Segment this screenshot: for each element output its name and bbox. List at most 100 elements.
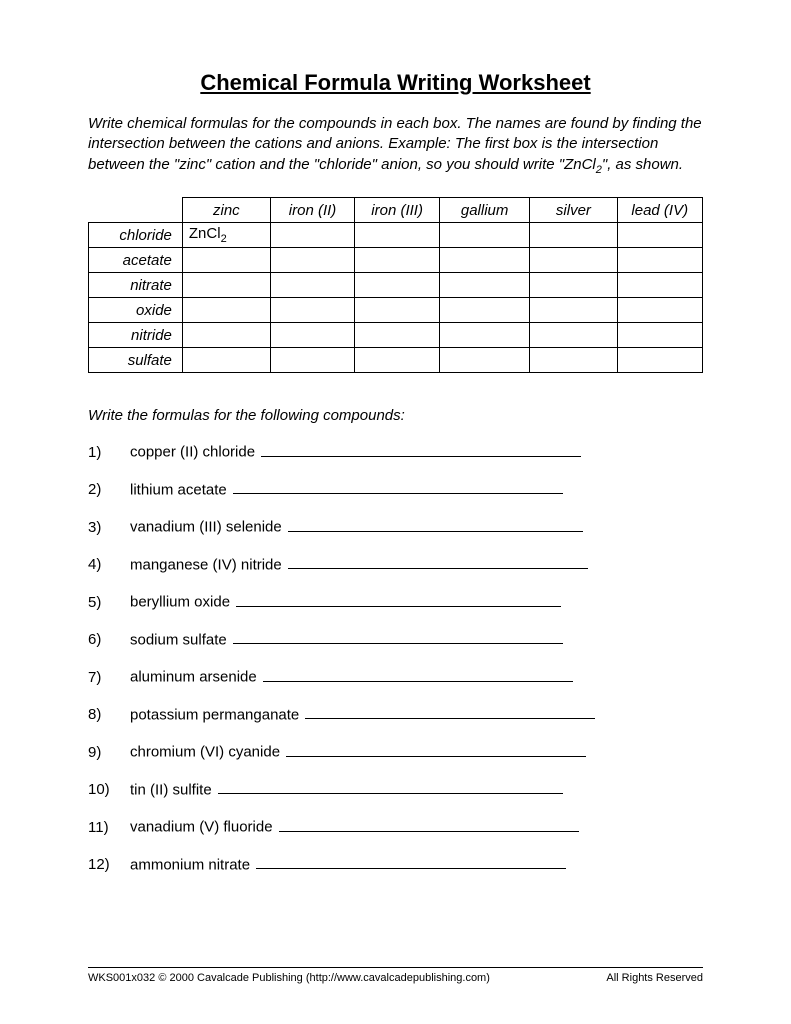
row-header: oxide bbox=[89, 298, 183, 323]
page-title: Chemical Formula Writing Worksheet bbox=[88, 70, 703, 96]
table-cell[interactable] bbox=[270, 248, 355, 273]
question-row: 8)potassium permanganate bbox=[88, 705, 703, 724]
table-cell[interactable] bbox=[439, 323, 529, 348]
table-cell[interactable] bbox=[530, 298, 617, 323]
question-row: 7)aluminum arsenide bbox=[88, 667, 703, 686]
table-cell[interactable]: ZnCl2 bbox=[182, 223, 270, 248]
table-cell[interactable] bbox=[617, 273, 702, 298]
question-row: 11)vanadium (V) fluoride bbox=[88, 817, 703, 836]
question-row: 9)chromium (VI) cyanide bbox=[88, 742, 703, 761]
table-cell[interactable] bbox=[617, 248, 702, 273]
answer-blank[interactable] bbox=[279, 817, 579, 832]
table-cell[interactable] bbox=[439, 223, 529, 248]
table-cell[interactable] bbox=[182, 348, 270, 373]
table-cell[interactable] bbox=[182, 248, 270, 273]
table-cell[interactable] bbox=[355, 273, 440, 298]
question-row: 3)vanadium (III) selenide bbox=[88, 517, 703, 536]
table-cell[interactable] bbox=[439, 348, 529, 373]
answer-blank[interactable] bbox=[236, 592, 561, 607]
col-header: gallium bbox=[439, 198, 529, 223]
question-text: chromium (VI) cyanide bbox=[130, 744, 284, 761]
question-number: 1) bbox=[88, 444, 130, 461]
question-number: 8) bbox=[88, 706, 130, 723]
table-cell[interactable] bbox=[270, 273, 355, 298]
question-body: sodium sulfate bbox=[130, 630, 563, 649]
table-cell[interactable] bbox=[355, 298, 440, 323]
row-header: acetate bbox=[89, 248, 183, 273]
answer-blank[interactable] bbox=[288, 555, 588, 570]
table-cell[interactable] bbox=[270, 298, 355, 323]
question-row: 2)lithium acetate bbox=[88, 480, 703, 499]
answer-blank[interactable] bbox=[233, 630, 563, 645]
table-cell[interactable] bbox=[355, 348, 440, 373]
col-header: iron (II) bbox=[270, 198, 355, 223]
table-cell[interactable] bbox=[270, 323, 355, 348]
row-header: nitrate bbox=[89, 273, 183, 298]
table-cell[interactable] bbox=[439, 248, 529, 273]
table-cell[interactable] bbox=[270, 348, 355, 373]
question-row: 1)copper (II) chloride bbox=[88, 442, 703, 461]
answer-blank[interactable] bbox=[288, 517, 583, 532]
table-cell[interactable] bbox=[439, 298, 529, 323]
question-number: 6) bbox=[88, 631, 130, 648]
answer-blank[interactable] bbox=[263, 667, 573, 682]
question-number: 9) bbox=[88, 744, 130, 761]
table-cell[interactable] bbox=[355, 223, 440, 248]
question-number: 7) bbox=[88, 669, 130, 686]
intro-paragraph: Write chemical formulas for the compound… bbox=[88, 114, 703, 177]
table-cell[interactable] bbox=[530, 248, 617, 273]
table-cell[interactable] bbox=[617, 323, 702, 348]
table-cell[interactable] bbox=[617, 298, 702, 323]
col-header: iron (III) bbox=[355, 198, 440, 223]
table-cell[interactable] bbox=[182, 273, 270, 298]
page: Chemical Formula Writing Worksheet Write… bbox=[0, 0, 791, 1024]
footer: WKS001x032 © 2000 Cavalcade Publishing (… bbox=[88, 967, 703, 984]
intro-tail: ", as shown. bbox=[602, 156, 683, 173]
table-cell[interactable] bbox=[530, 223, 617, 248]
question-text: vanadium (III) selenide bbox=[130, 519, 286, 536]
question-body: vanadium (V) fluoride bbox=[130, 817, 579, 836]
question-body: beryllium oxide bbox=[130, 592, 561, 611]
question-body: ammonium nitrate bbox=[130, 855, 566, 874]
table-corner bbox=[89, 198, 183, 223]
formula-table: zinciron (II)iron (III)galliumsilverlead… bbox=[88, 197, 703, 373]
question-body: vanadium (III) selenide bbox=[130, 517, 583, 536]
question-row: 12)ammonium nitrate bbox=[88, 855, 703, 874]
question-number: 2) bbox=[88, 481, 130, 498]
table-cell[interactable] bbox=[182, 323, 270, 348]
question-list: 1)copper (II) chloride 2)lithium acetate… bbox=[88, 442, 703, 873]
question-text: manganese (IV) nitride bbox=[130, 556, 286, 573]
table-cell[interactable] bbox=[439, 273, 529, 298]
cell-text: ZnCl bbox=[189, 225, 221, 242]
question-body: potassium permanganate bbox=[130, 705, 595, 724]
table-cell[interactable] bbox=[530, 323, 617, 348]
question-number: 10) bbox=[88, 781, 130, 798]
answer-blank[interactable] bbox=[233, 480, 563, 495]
question-row: 10)tin (II) sulfite bbox=[88, 780, 703, 799]
cell-subscript: 2 bbox=[221, 233, 227, 245]
answer-blank[interactable] bbox=[305, 705, 595, 720]
question-body: lithium acetate bbox=[130, 480, 563, 499]
table-cell[interactable] bbox=[270, 223, 355, 248]
question-text: beryllium oxide bbox=[130, 594, 234, 611]
question-body: tin (II) sulfite bbox=[130, 780, 563, 799]
answer-blank[interactable] bbox=[256, 855, 566, 870]
answer-blank[interactable] bbox=[286, 742, 586, 757]
question-number: 12) bbox=[88, 856, 130, 873]
answer-blank[interactable] bbox=[218, 780, 563, 795]
table-cell[interactable] bbox=[530, 348, 617, 373]
question-number: 4) bbox=[88, 556, 130, 573]
table-cell[interactable] bbox=[182, 298, 270, 323]
question-text: aluminum arsenide bbox=[130, 669, 261, 686]
question-number: 3) bbox=[88, 519, 130, 536]
table-cell[interactable] bbox=[617, 223, 702, 248]
table-cell[interactable] bbox=[530, 273, 617, 298]
question-text: sodium sulfate bbox=[130, 631, 231, 648]
table-cell[interactable] bbox=[617, 348, 702, 373]
question-row: 4)manganese (IV) nitride bbox=[88, 555, 703, 574]
question-row: 6)sodium sulfate bbox=[88, 630, 703, 649]
footer-right: All Rights Reserved bbox=[606, 972, 703, 984]
table-cell[interactable] bbox=[355, 323, 440, 348]
table-cell[interactable] bbox=[355, 248, 440, 273]
answer-blank[interactable] bbox=[261, 442, 581, 457]
